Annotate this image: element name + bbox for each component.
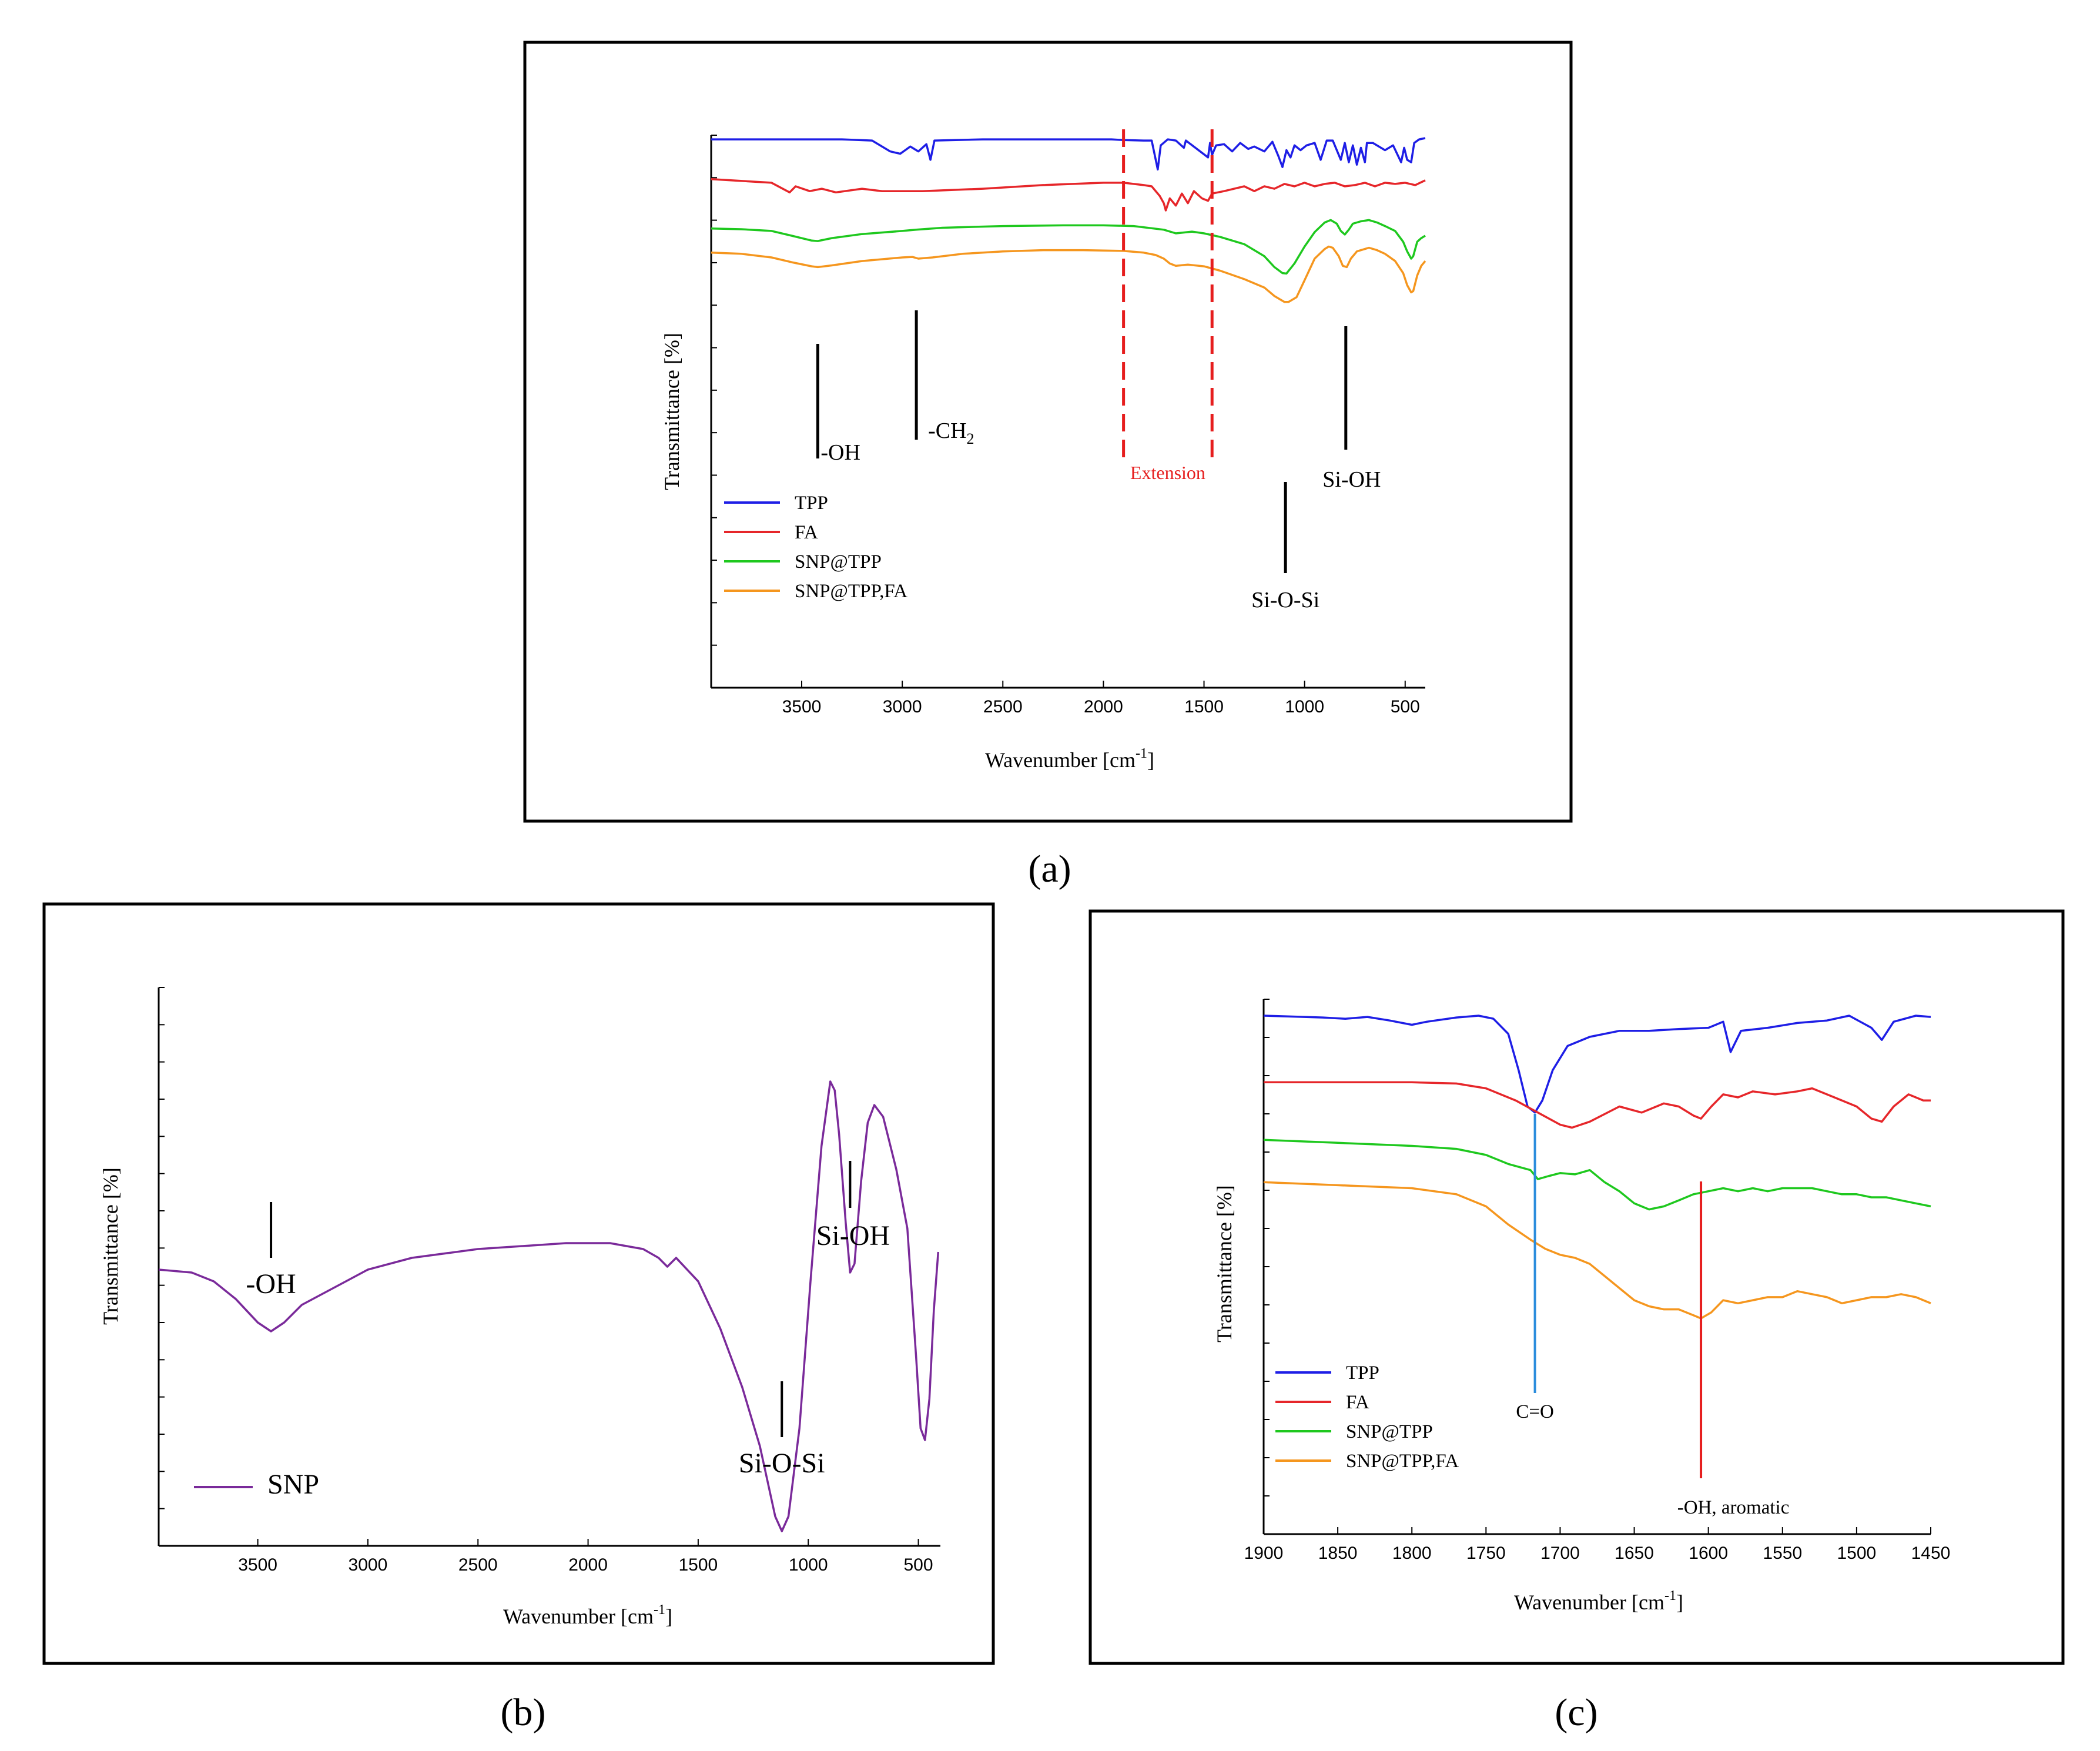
panel-c-legend: TPP FA SNP@TPP SNP@TPP,FA: [1275, 1362, 1459, 1472]
panel-a-y-ticks: [711, 135, 717, 688]
x-tick-label: 1500: [679, 1555, 718, 1575]
panel-a-y-axis-label: Transmittance [%]: [660, 333, 684, 490]
x-tick-label: 3500: [238, 1555, 277, 1575]
x-tick-label: 1650: [1615, 1544, 1654, 1563]
x-tick-label: 1700: [1540, 1544, 1580, 1563]
panel-c-series: [1263, 1015, 1931, 1320]
panel-a-frame: [523, 41, 1573, 823]
x-tick-label: 500: [904, 1555, 933, 1575]
panel-c: 1900 1850 1800 1750 1700 1650 1600 1550 1500 1450…: [1088, 909, 2065, 1665]
series-line-snp-tpp-fa: [1263, 1181, 1931, 1320]
x-tick-label: 1900: [1244, 1544, 1284, 1563]
panel-a-x-ticks: 3500 3000 2500 2000 1500 1000 500: [782, 681, 1420, 717]
caption-b: (b): [501, 1691, 546, 1734]
panel-a-legend: TPP FA SNP@TPP SNP@TPP,FA: [724, 493, 907, 602]
x-tick-label: 1550: [1763, 1544, 1802, 1563]
series-line-fa: [1264, 1081, 1931, 1129]
legend-label: SNP@TPP: [1346, 1421, 1433, 1442]
legend-label: FA: [1346, 1392, 1369, 1413]
x-tick-label: 2000: [1084, 697, 1123, 717]
series-line-tpp: [711, 137, 1426, 171]
legend-label: SNP@TPP: [795, 551, 882, 572]
annotation-label-oh: -OH: [820, 440, 860, 465]
legend-label: TPP: [1346, 1362, 1379, 1384]
legend-label: SNP@TPP,FA: [1346, 1451, 1459, 1472]
panel-b-y-axis-label: Transmittance [%]: [99, 1167, 122, 1325]
panel-b-annotations: -OH Si-O-Si Si-OH: [246, 1161, 890, 1479]
series-line-snp-tpp: [1263, 1139, 1931, 1211]
panel-b: 3500 3000 2500 2000 1500 1000 500 -OH Si-O-Si Si…: [42, 902, 995, 1665]
panel-c-frame: [1088, 909, 2065, 1665]
annotation-label-oh: -OH: [246, 1268, 296, 1300]
series-line-snp: [158, 1080, 940, 1532]
panel-b-y-ticks: [159, 987, 165, 1546]
caption-a: (a): [1028, 848, 1071, 890]
annotation-label-extension: Extension: [1130, 462, 1205, 483]
x-tick-label: 2500: [458, 1555, 498, 1575]
x-tick-label: 1800: [1392, 1544, 1432, 1563]
x-tick-label: 1000: [789, 1555, 828, 1575]
panel-c-x-axis-label: Wavenumber [cm-1]: [1514, 1588, 1683, 1614]
panel-c-annotations: C=O -OH, aromatic: [1516, 1114, 1789, 1518]
panel-b-legend: SNP: [194, 1469, 319, 1500]
panel-a-x-axis-label: Wavenumber [cm-1]: [985, 746, 1154, 772]
annotation-label-ch2: -CH2: [928, 419, 974, 447]
x-tick-label: 3500: [782, 697, 822, 717]
panel-c-y-ticks: [1264, 999, 1270, 1535]
x-tick-label: 500: [1391, 697, 1420, 717]
x-tick-label: 1500: [1837, 1544, 1877, 1563]
annotation-label-si-o-si: Si-O-Si: [739, 1448, 825, 1479]
x-tick-label: 1500: [1184, 697, 1224, 717]
annotation-label-oh-aromatic: -OH, aromatic: [1677, 1497, 1790, 1518]
legend-label: SNP: [267, 1469, 319, 1500]
x-tick-label: 1450: [1911, 1544, 1951, 1563]
panel-c-y-axis-label: Transmittance [%]: [1213, 1185, 1236, 1342]
series-line-snp-tpp-fa: [711, 245, 1426, 303]
x-tick-label: 2500: [983, 697, 1023, 717]
panel-b-series: [158, 1080, 940, 1532]
legend-label: FA: [795, 522, 818, 543]
annotation-label-co: C=O: [1516, 1401, 1553, 1422]
panel-b-x-ticks: 3500 3000 2500 2000 1500 1000 500: [238, 1539, 933, 1575]
x-tick-label: 1600: [1689, 1544, 1728, 1563]
panel-a: 3500 3000 2500 2000 1500 1000 500 -OH -CH2 Si-O-…: [523, 41, 1573, 823]
annotation-label-si-o-si: Si-O-Si: [1251, 588, 1319, 612]
panel-b-x-axis-label: Wavenumber [cm-1]: [503, 1602, 672, 1628]
caption-c: (c): [1555, 1691, 1597, 1734]
x-tick-label: 1000: [1285, 697, 1324, 717]
panel-a-series: [711, 137, 1426, 303]
legend-label: TPP: [795, 493, 828, 514]
panel-a-annotations: -OH -CH2 Si-O-Si Si-OH Extension: [816, 129, 1381, 612]
series-line-fa: [711, 178, 1426, 212]
x-tick-label: 1750: [1466, 1544, 1506, 1563]
legend-label: SNP@TPP,FA: [795, 581, 907, 602]
series-line-tpp: [1263, 1015, 1931, 1114]
series-line-snp-tpp: [711, 219, 1426, 275]
panel-c-x-ticks: 1900 1850 1800 1750 1700 1650 1600 1550 1500 1450: [1244, 1527, 1951, 1563]
x-tick-label: 3000: [883, 697, 922, 717]
annotation-label-si-oh: Si-OH: [816, 1220, 890, 1251]
x-tick-label: 3000: [349, 1555, 388, 1575]
x-tick-label: 2000: [568, 1555, 608, 1575]
panel-b-frame: [42, 902, 995, 1665]
x-tick-label: 1850: [1318, 1544, 1358, 1563]
annotation-label-si-oh: Si-OH: [1322, 467, 1381, 492]
